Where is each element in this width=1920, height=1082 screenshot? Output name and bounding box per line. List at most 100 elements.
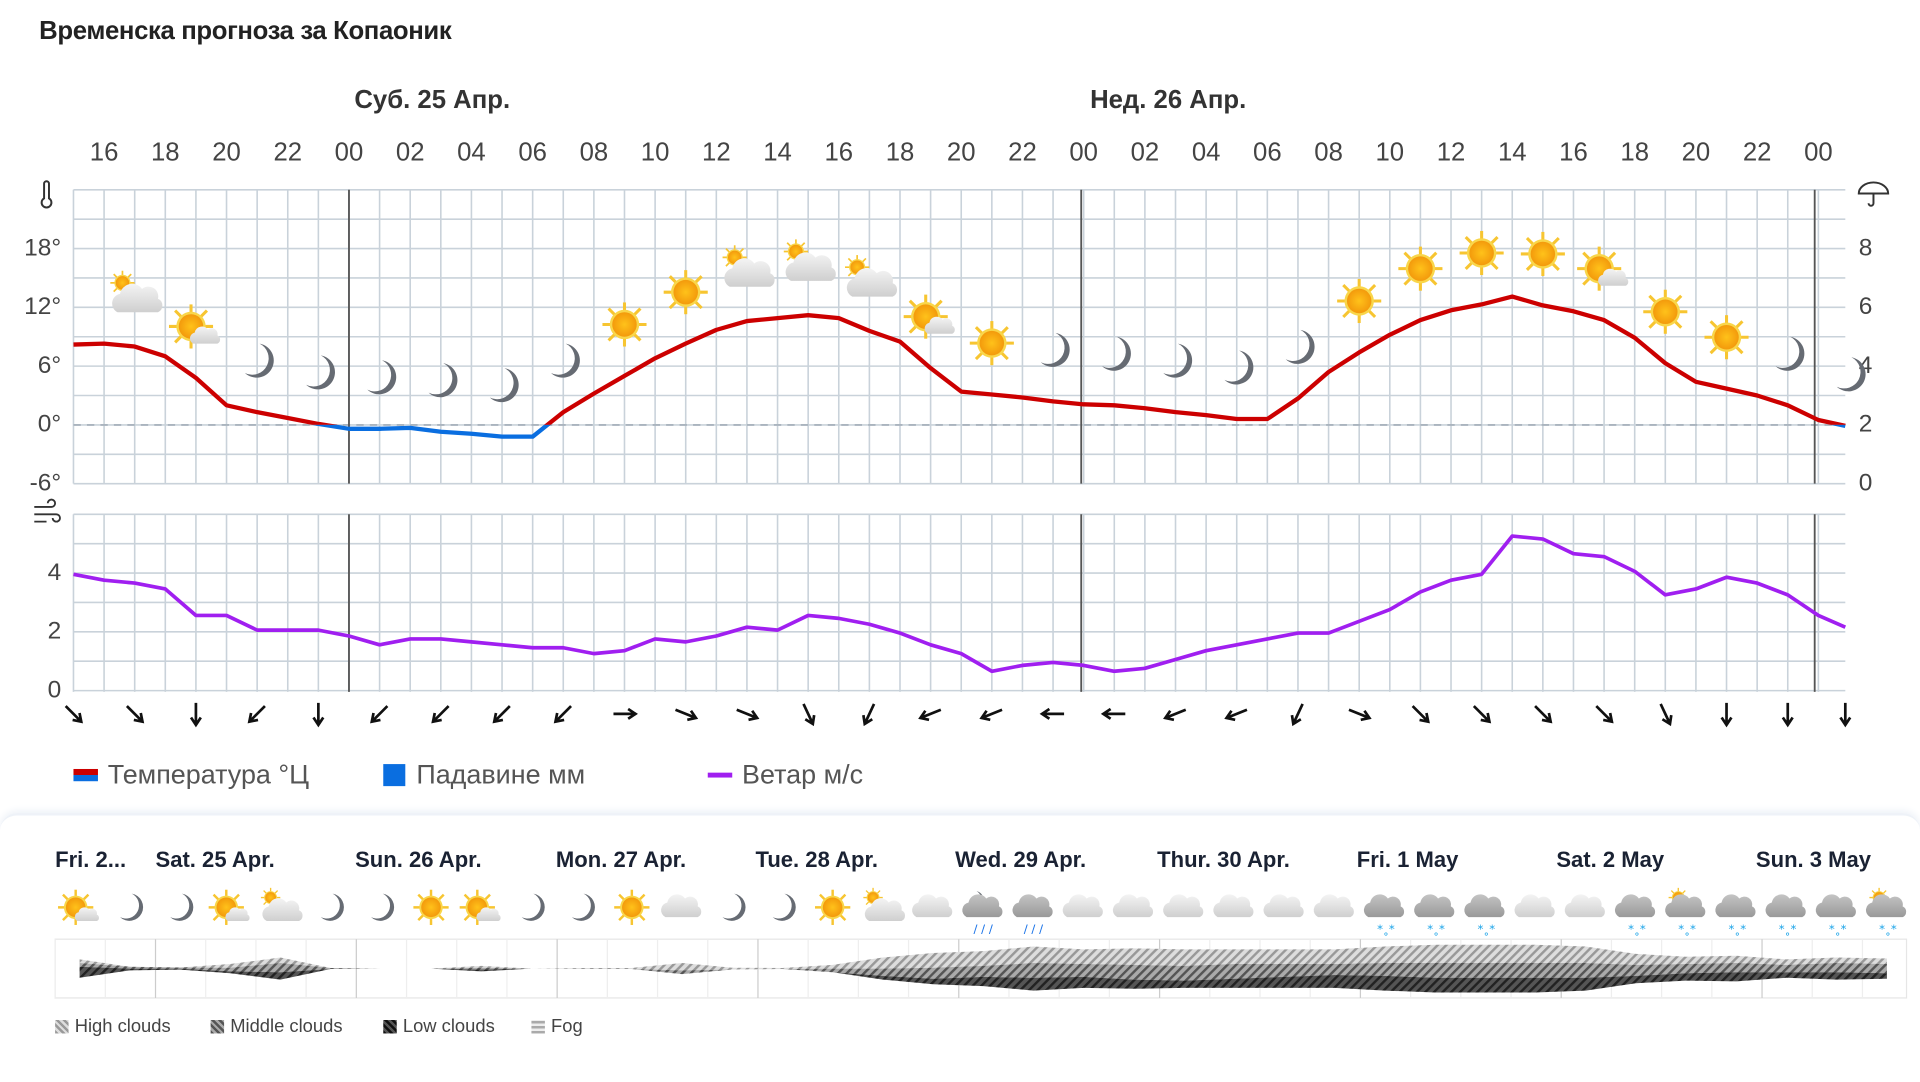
legend-high-clouds: High clouds bbox=[55, 1016, 171, 1037]
symbol bbox=[661, 894, 702, 918]
high-clouds-swatch bbox=[55, 1020, 69, 1034]
sun-icon bbox=[612, 888, 651, 927]
fog-swatch bbox=[531, 1020, 545, 1034]
symbol bbox=[1514, 894, 1555, 918]
low-clouds-swatch bbox=[383, 1020, 397, 1034]
hour-label: 20 bbox=[1681, 138, 1711, 167]
wind-arrow-icon bbox=[1163, 708, 1187, 722]
symbol bbox=[1815, 894, 1856, 918]
hour-label: 02 bbox=[395, 138, 425, 167]
wind-arrow-icon bbox=[64, 705, 83, 724]
hour-label: 18 bbox=[151, 138, 180, 167]
wind-line bbox=[73, 534, 1847, 674]
snow-icon: *˳* bbox=[1628, 922, 1646, 936]
symbol bbox=[863, 888, 905, 921]
hour-label: 14 bbox=[763, 138, 792, 167]
snow-icon: *˳* bbox=[1829, 922, 1847, 936]
wind-arrow-icon bbox=[1472, 705, 1492, 724]
precip-tick-label: 0 bbox=[1858, 469, 1873, 497]
week-day-label: Tue. 28 Apr. bbox=[755, 847, 878, 872]
wind-arrow-icon bbox=[247, 705, 266, 724]
hour-label: 06 bbox=[1253, 138, 1282, 167]
temperature-line-cold bbox=[312, 424, 1846, 439]
wind-arrow-icon bbox=[802, 703, 816, 727]
cloud-light-icon bbox=[1213, 894, 1254, 918]
hour-label: 08 bbox=[1314, 138, 1343, 167]
wind-arrow-icon bbox=[1720, 702, 1733, 728]
hour-label: 08 bbox=[579, 138, 609, 167]
wind-arrow-icon bbox=[1659, 703, 1673, 727]
symbol bbox=[813, 888, 852, 927]
precip-tick-label: 2 bbox=[1858, 410, 1873, 438]
legend-label: Ветар м/с bbox=[742, 759, 864, 790]
symbol bbox=[1062, 894, 1103, 918]
wind-arrow-icon bbox=[862, 703, 876, 727]
wind-arrow-icon bbox=[736, 708, 760, 722]
wind-swatch bbox=[707, 772, 733, 778]
wind-arrow-icon bbox=[1039, 707, 1065, 720]
moon-icon bbox=[371, 893, 395, 921]
week-day-label: Wed. 29 Apr. bbox=[955, 847, 1087, 872]
wind-tick-label: 4 bbox=[47, 558, 62, 586]
hour-label: 20 bbox=[212, 138, 241, 167]
symbol bbox=[962, 894, 1003, 918]
legend-label: Температура °Ц bbox=[107, 759, 310, 790]
temp-tick-label: 12° bbox=[24, 293, 62, 321]
temp-tick-label: 18° bbox=[24, 234, 62, 262]
wind-arrow-icon bbox=[125, 705, 145, 724]
wind-arrow-icon bbox=[1781, 702, 1794, 728]
moon-rain-icon: / / / bbox=[962, 891, 1003, 936]
symbol bbox=[772, 893, 796, 921]
week-day-label: Thur. 30 Apr. bbox=[1157, 847, 1290, 872]
temp-tick-label: 0° bbox=[37, 410, 62, 438]
light-snow-icon: *˳* bbox=[1765, 894, 1806, 936]
sun-snow-icon: *˳* bbox=[1865, 887, 1907, 936]
symbol bbox=[571, 893, 595, 921]
cloud-light-icon bbox=[1163, 894, 1204, 918]
wind-arrow-icon bbox=[492, 705, 511, 724]
wind-arrow-icon bbox=[431, 705, 450, 724]
week-day-label: Sun. 3 May bbox=[1755, 847, 1872, 872]
symbol bbox=[261, 888, 303, 921]
cloud-icon bbox=[912, 894, 953, 918]
cloud-light-icon bbox=[1112, 894, 1154, 918]
hour-label: 12 bbox=[702, 138, 731, 167]
wind-arrow-icon bbox=[1224, 708, 1248, 722]
symbol bbox=[1313, 894, 1354, 918]
rain-icon: / / / bbox=[1024, 922, 1043, 936]
symbol bbox=[1363, 894, 1405, 918]
hour-label: 22 bbox=[273, 138, 303, 167]
cloud-light-icon bbox=[1263, 894, 1304, 918]
symbol bbox=[320, 893, 344, 921]
hour-label: 10 bbox=[640, 138, 670, 167]
legend-label: Падавине мм bbox=[416, 759, 586, 790]
snow-icon: *˳* bbox=[1477, 922, 1495, 936]
wind-arrow-icon bbox=[1595, 705, 1614, 724]
legend-label: Low clouds bbox=[402, 1016, 495, 1038]
wind-tick-label: 2 bbox=[47, 617, 62, 645]
partly-cloudy-icon bbox=[261, 888, 303, 921]
cloud-light-icon bbox=[1313, 894, 1354, 918]
snow-icon: *˳* bbox=[1414, 894, 1455, 936]
legend-label: Middle clouds bbox=[230, 1016, 343, 1038]
legend-low-clouds: Low clouds bbox=[383, 1016, 495, 1038]
cloud-light-icon bbox=[1062, 894, 1103, 918]
symbol bbox=[1163, 894, 1204, 918]
moon-icon bbox=[571, 893, 595, 921]
week-day-label: Fri. 2... bbox=[55, 847, 127, 872]
hour-label: 16 bbox=[1559, 138, 1588, 167]
symbol bbox=[1263, 894, 1304, 918]
wind-icon bbox=[34, 498, 61, 523]
legend-precipitation: Падавине мм bbox=[383, 759, 585, 791]
symbol bbox=[58, 890, 99, 925]
symbol bbox=[1564, 894, 1605, 918]
hour-label: 00 bbox=[334, 138, 364, 167]
week-day-label: Sat. 2 May bbox=[1556, 847, 1665, 872]
umbrella-icon bbox=[1857, 181, 1890, 207]
sun-icon bbox=[813, 888, 852, 927]
wind-tick-label: 0 bbox=[47, 676, 62, 704]
hour-label: 22 bbox=[1008, 138, 1037, 167]
moon-icon bbox=[120, 893, 144, 921]
